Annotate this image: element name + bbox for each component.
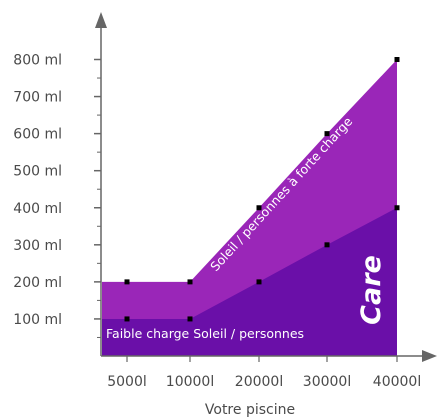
y-tick-label: 800 ml — [13, 53, 62, 69]
y-tick-label: 300 ml — [13, 238, 62, 254]
marker-lower — [324, 242, 330, 248]
x-tick-label: 5000l — [107, 374, 147, 390]
marker-lower — [124, 316, 130, 322]
marker-upper — [124, 279, 130, 285]
marker-upper — [394, 57, 400, 62]
y-tick-label: 200 ml — [13, 275, 62, 291]
x-tick-label: 40000l — [373, 374, 421, 390]
marker-lower — [187, 316, 193, 322]
y-tick-label: 700 ml — [13, 90, 62, 106]
marker-upper — [324, 131, 330, 137]
x-tick-labels: 5000l 10000l 20000l 30000l 40000l — [107, 374, 421, 390]
x-axis-title: Votre piscine — [205, 402, 295, 418]
area-lower-band — [102, 207, 397, 356]
band-label-lower: Faible charge Soleil / personnes — [106, 326, 304, 341]
y-tick-label: 500 ml — [13, 164, 62, 180]
x-axis-arrow — [422, 350, 437, 362]
y-tick-label: 100 ml — [13, 312, 62, 328]
chart-axes — [94, 12, 437, 362]
chart-areas — [102, 59, 397, 356]
marker-upper — [256, 205, 262, 211]
data-markers — [124, 57, 400, 322]
y-tick-label: 400 ml — [13, 201, 62, 217]
marker-lower — [394, 205, 400, 211]
marker-lower — [256, 279, 262, 285]
y-tick-label: 600 ml — [13, 127, 62, 143]
x-tick-label: 10000l — [166, 374, 214, 390]
brand-label: Care — [356, 255, 387, 325]
marker-upper — [187, 279, 193, 285]
y-axis-arrow — [95, 12, 107, 28]
x-tick-label: 30000l — [303, 374, 351, 390]
x-tick-label: 20000l — [235, 374, 283, 390]
y-tick-labels: 100 ml 200 ml 300 ml 400 ml 500 ml 600 ml 700 … — [13, 53, 62, 328]
